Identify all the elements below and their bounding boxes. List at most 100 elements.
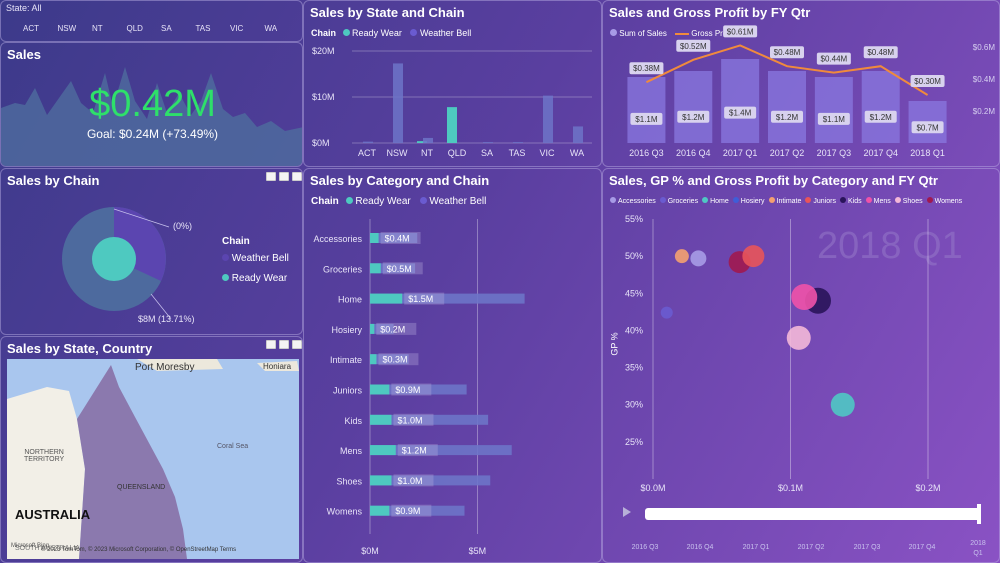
map-bing-logo: Microsoft Bing: [11, 543, 50, 549]
bar-ready-wear-hosiery: [370, 323, 375, 334]
bar-ready-wear-shoes: [370, 475, 392, 486]
chain-donut-chart[interactable]: [1, 169, 303, 335]
sales-card: Sales $0.42M Goal: $0.24M (+73.49%): [0, 42, 303, 167]
expand-icon[interactable]: [292, 172, 302, 181]
data-label-sales-2016-q4: $1.2M: [682, 113, 705, 122]
map-label-northern-territory: NORTHERN TERRITORY: [24, 449, 65, 463]
y-tick-label: Intimate: [330, 355, 362, 365]
pie-legend-item-weather-bell[interactable]: Weather Bell: [222, 253, 289, 264]
bar-weather-bell-act: [363, 141, 373, 143]
legend-item-weather-bell[interactable]: Weather Bell: [429, 196, 487, 207]
legend-dot-icon: [732, 197, 739, 203]
state-chain-bar-chart[interactable]: $0M $10M $20M ACT NSW NT QLD SA TAS VIC WA: [304, 1, 602, 167]
y-tick-label: 35%: [625, 363, 643, 373]
more-options-icon[interactable]: [279, 340, 289, 349]
y-tick-label: Groceries: [323, 264, 363, 274]
bar-ready-wear-qld: [447, 107, 457, 143]
scatter-legend: Accessories Groceries Home Hosiery Intimate J…: [610, 197, 966, 205]
bar-weather-bell-vic: [543, 95, 553, 143]
y2-tick-label: $0.6M: [973, 43, 996, 52]
legend-dot-icon: [610, 197, 616, 203]
map-label-port-moresby: Port Moresby: [135, 362, 195, 373]
bubble-juniors: [742, 245, 765, 268]
bar-sales-2017-q4: [861, 71, 900, 143]
expand-icon[interactable]: [292, 340, 302, 349]
legend-item-intimate[interactable]: Intimate: [768, 197, 801, 205]
legend-item-kids[interactable]: Kids: [839, 197, 862, 205]
slicer-state-wa[interactable]: WA: [264, 24, 278, 33]
play-axis-track[interactable]: [645, 508, 981, 520]
data-label-bg: [397, 444, 438, 457]
x-tick-label: $0M: [361, 546, 379, 556]
slicer-state-sa[interactable]: SA: [161, 24, 172, 33]
data-label-sales-2017-q4: $1.2M: [870, 113, 893, 122]
legend-item-shoes[interactable]: Shoes: [894, 197, 923, 205]
focus-mode-icon[interactable]: [266, 172, 276, 181]
legend-item-hosiery[interactable]: Hosiery: [732, 197, 765, 205]
y-tick-label: 40%: [625, 325, 643, 335]
bar-ready-wear-kids: [370, 414, 392, 425]
line-gross-profit: [645, 44, 929, 96]
slicer-state-qld[interactable]: QLD: [126, 24, 143, 33]
legend-item-sales[interactable]: Sum of Sales: [619, 29, 667, 38]
data-label: $0.9M: [395, 385, 420, 395]
category-chain-bar-chart[interactable]: $0M $5M Accessories $0.4M Groceries $0.5M Home…: [304, 169, 602, 563]
slicer-state-nsw[interactable]: NSW: [57, 24, 77, 33]
data-label-gp-2018-q1: $0.30M: [914, 77, 941, 86]
legend-dot-icon: [768, 197, 775, 203]
legend-item-weather-bell[interactable]: Weather Bell: [419, 28, 472, 38]
pie-legend-item-ready-wear[interactable]: Ready Wear: [222, 273, 287, 284]
x-tick-label: 2016 Q4: [676, 148, 711, 158]
legend-item-womens[interactable]: Womens: [926, 197, 962, 205]
legend-item-ready-wear[interactable]: Ready Wear: [352, 28, 402, 38]
slicer-state-nt[interactable]: NT: [92, 24, 103, 33]
bar-ready-wear-groceries: [370, 263, 381, 274]
slicer-state-vic[interactable]: VIC: [230, 24, 244, 33]
legend-dot-icon: [659, 197, 666, 203]
bar-weather-bell-kids: [370, 414, 489, 425]
bar-ready-wear-nt: [417, 141, 427, 143]
x-tick-label: $5M: [469, 546, 487, 556]
fy-qtr-combo-chart[interactable]: $0.6M $0.4M $0.2M 2016 Q3 2016 Q4 2017 Q1 2017…: [603, 1, 1000, 167]
focus-mode-icon[interactable]: [266, 340, 276, 349]
state-chain-title: Sales by State and Chain: [310, 5, 465, 20]
y-tick-label: 55%: [625, 214, 643, 224]
data-label-gp-2017-q3: $0.44M: [821, 55, 848, 64]
map-land: [7, 359, 299, 559]
play-axis-label: 2017 Q1: [743, 544, 770, 551]
legend-title: Chain: [311, 196, 339, 207]
data-label: $1.0M: [397, 415, 422, 425]
legend-item-accessories[interactable]: Accessories: [610, 197, 656, 205]
bar-weather-bell-sa: [483, 142, 493, 143]
legend-item-groceries[interactable]: Groceries: [659, 197, 698, 205]
legend-item-home[interactable]: Home: [702, 197, 729, 205]
map-canvas[interactable]: Port Moresby Honiara NORTHERN TERRITORY …: [7, 359, 299, 559]
scatter-title: Sales, GP % and Gross Profit by Category…: [609, 173, 938, 188]
data-label-bg: [723, 25, 758, 38]
play-axis-label: 2018: [970, 540, 986, 547]
y-tick-label: Mens: [340, 446, 363, 456]
legend-item-ready-wear[interactable]: Ready Wear: [355, 196, 411, 207]
y2-tick-label: $0.4M: [973, 75, 996, 84]
x-tick-label: 2018 Q1: [910, 148, 945, 158]
slicer-title: State: All: [6, 3, 42, 13]
data-label-bg: [393, 474, 434, 487]
bar-sales-2016-q4: [674, 71, 713, 143]
scatter-bubble-chart[interactable]: 55% 50% 45% 40% 35% 30% 25% $0.0M $0.1M $0.2M 2016…: [603, 169, 1000, 563]
play-button[interactable]: [623, 507, 631, 517]
pie-legend-label: Ready Wear: [231, 273, 288, 284]
slicer-state-act[interactable]: ACT: [23, 24, 39, 33]
slicer-state-tas[interactable]: TAS: [195, 24, 211, 33]
legend-item-juniors[interactable]: Juniors: [805, 197, 836, 205]
legend-item-gross-profit[interactable]: Gross Profit: [691, 29, 734, 38]
legend-dot-icon: [410, 29, 418, 36]
bar-weather-bell-nsw: [393, 63, 403, 143]
legend-item-mens[interactable]: Mens: [865, 197, 891, 205]
play-axis-handle[interactable]: [977, 504, 981, 524]
x-tick-label: SA: [481, 148, 493, 158]
more-options-icon[interactable]: [279, 172, 289, 181]
sales-map-panel: Sales by State, Country Port Moresby Hon…: [0, 336, 303, 563]
y-tick-label: Kids: [344, 416, 362, 426]
map-attribution[interactable]: © 2023 TomTom, © 2023 Microsoft Corporat…: [41, 547, 237, 553]
bar-ready-wear-womens: [370, 505, 390, 516]
